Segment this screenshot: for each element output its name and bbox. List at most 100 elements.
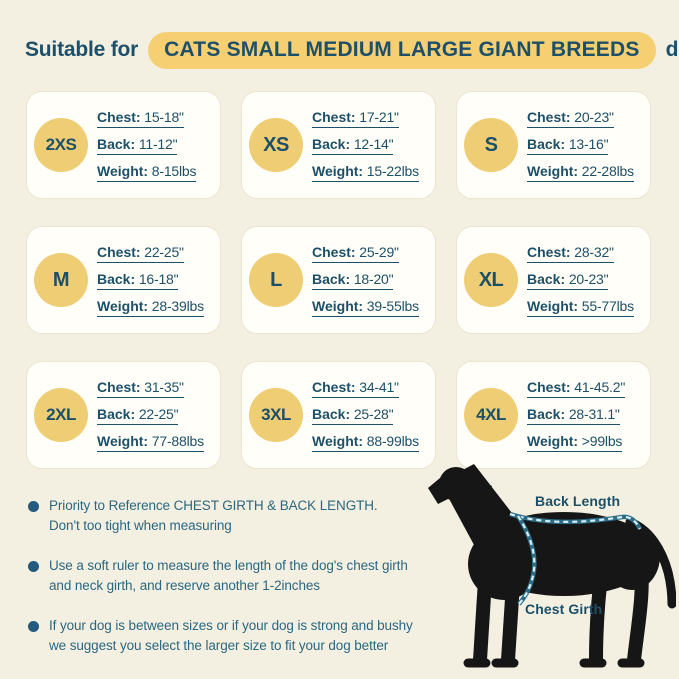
size-specs: Chest: 17-21" Back: 12-14" Weight: 15-22lb…: [312, 105, 419, 186]
note-line: Don't too tight when measuring: [49, 518, 232, 533]
spec-line: Weight: 77-88lbs: [97, 433, 204, 452]
spec-value: 11-12": [135, 135, 178, 152]
spec-value: 77-88lbs: [148, 432, 204, 449]
size-card-2xs: 2XS Chest: 15-18" Back: 11-12" Weight: 8-15…: [26, 91, 221, 199]
spec-line: Chest: 34-41": [312, 379, 399, 398]
notes-list: Priority to Reference CHEST GIRTH & BACK…: [28, 496, 436, 676]
note-line: Use a soft ruler to measure the length o…: [49, 558, 408, 573]
spec-line: Chest: 41-45.2": [527, 379, 625, 398]
size-card-xs: XS Chest: 17-21" Back: 12-14" Weight: 15-22…: [241, 91, 436, 199]
size-badge: S: [464, 118, 518, 172]
spec-line: Chest: 31-35": [97, 379, 184, 398]
spec-label: Back:: [97, 270, 136, 287]
spec-value: 8-15lbs: [148, 162, 197, 179]
spec-label: Weight:: [97, 162, 149, 179]
size-specs: Chest: 41-45.2" Back: 28-31.1" Weight: >99…: [527, 375, 625, 456]
spec-line: Weight: 15-22lbs: [312, 163, 419, 182]
size-grid: 2XS Chest: 15-18" Back: 11-12" Weight: 8-15…: [26, 91, 651, 469]
size-badge: XL: [464, 253, 518, 307]
spec-line: Weight: 55-77lbs: [527, 298, 634, 317]
spec-label: Chest:: [97, 378, 141, 395]
spec-line: Back: 22-25": [97, 405, 179, 425]
spec-label: Chest:: [527, 378, 571, 395]
size-specs: Chest: 22-25" Back: 16-18" Weight: 28-39lb…: [97, 240, 204, 321]
spec-label: Chest:: [97, 243, 141, 260]
spec-value: 28-31.1": [565, 405, 620, 422]
size-badge: 4XL: [464, 388, 518, 442]
spec-label: Weight:: [527, 432, 579, 449]
note-text: Use a soft ruler to measure the length o…: [49, 556, 408, 596]
note-item: Priority to Reference CHEST GIRTH & BACK…: [28, 496, 436, 536]
spec-value: 16-18": [135, 270, 179, 287]
spec-value: 17-21": [355, 108, 399, 125]
spec-line: Weight: 22-28lbs: [527, 163, 634, 182]
size-card-xl: XL Chest: 28-32" Back: 20-23" Weight: 55-77…: [456, 226, 651, 334]
spec-value: 28-32": [570, 243, 614, 260]
spec-value: 20-23": [570, 108, 614, 125]
spec-value: 28-39lbs: [148, 297, 204, 314]
size-card-3xl: 3XL Chest: 34-41" Back: 25-28" Weight: 88-9…: [241, 361, 436, 469]
spec-line: Back: 13-16": [527, 135, 609, 155]
note-line: Priority to Reference CHEST GIRTH & BACK…: [49, 498, 378, 513]
size-specs: Chest: 25-29" Back: 18-20" Weight: 39-55lb…: [312, 240, 419, 321]
spec-label: Back:: [527, 270, 566, 287]
spec-label: Chest:: [527, 243, 571, 260]
spec-value: 34-41": [355, 378, 399, 395]
back-length-line: [509, 511, 643, 531]
spec-value: 41-45.2": [570, 378, 626, 395]
bullet-dot-icon: [28, 621, 39, 632]
spec-line: Back: 20-23": [527, 270, 609, 290]
spec-value: 18-20": [350, 270, 394, 287]
note-line: If your dog is between sizes or if your …: [49, 618, 413, 633]
header-prefix: Suitable for: [25, 38, 139, 61]
spec-value: 15-18": [140, 108, 184, 125]
size-badge: M: [34, 253, 88, 307]
header-highlight-pill: CATS SMALL MEDIUM LARGE GIANT BREEDS: [148, 31, 656, 69]
spec-label: Back:: [97, 405, 136, 422]
spec-line: Back: 28-31.1": [527, 406, 620, 425]
note-text: Priority to Reference CHEST GIRTH & BACK…: [49, 496, 378, 536]
spec-line: Chest: 28-32": [527, 244, 614, 263]
spec-value: 22-25": [140, 243, 184, 260]
spec-line: Back: 25-28": [312, 405, 394, 425]
spec-label: Back:: [312, 405, 351, 422]
bullet-dot-icon: [28, 501, 39, 512]
size-badge: XS: [249, 118, 303, 172]
spec-label: Weight:: [97, 297, 149, 314]
spec-label: Chest:: [312, 108, 356, 125]
spec-value: 12-14": [350, 135, 394, 152]
spec-value: 31-35": [140, 378, 184, 395]
spec-line: Chest: 22-25": [97, 244, 184, 263]
chest-girth-line: [516, 514, 537, 606]
dog-silhouette-icon: [428, 464, 676, 668]
spec-label: Back:: [527, 135, 566, 152]
size-badge: L: [249, 253, 303, 307]
spec-value: 88-99lbs: [363, 432, 419, 449]
spec-value: 22-28lbs: [578, 162, 634, 179]
spec-line: Weight: 8-15lbs: [97, 163, 196, 182]
size-card-2xl: 2XL Chest: 31-35" Back: 22-25" Weight: 77-8…: [26, 361, 221, 469]
size-specs: Chest: 15-18" Back: 11-12" Weight: 8-15lbs: [97, 105, 196, 186]
bullet-dot-icon: [28, 561, 39, 572]
spec-value: 25-29": [355, 243, 399, 260]
spec-label: Weight:: [312, 162, 364, 179]
spec-line: Back: 16-18": [97, 270, 179, 290]
spec-label: Weight:: [312, 297, 364, 314]
size-specs: Chest: 28-32" Back: 20-23" Weight: 55-77lb…: [527, 240, 634, 321]
size-card-s: S Chest: 20-23" Back: 13-16" Weight: 22-28l…: [456, 91, 651, 199]
spec-line: Chest: 25-29": [312, 244, 399, 263]
spec-value: >99lbs: [578, 432, 623, 449]
size-badge: 3XL: [249, 388, 303, 442]
spec-label: Weight:: [527, 297, 579, 314]
spec-line: Back: 11-12": [97, 135, 178, 155]
spec-value: 55-77lbs: [578, 297, 634, 314]
size-card-l: L Chest: 25-29" Back: 18-20" Weight: 39-55l…: [241, 226, 436, 334]
header-suffix: dogs: [665, 38, 679, 61]
spec-line: Chest: 15-18": [97, 109, 184, 128]
note-line: we suggest you select the larger size to…: [49, 638, 389, 653]
spec-value: 22-25": [135, 405, 179, 422]
spec-label: Back:: [312, 270, 351, 287]
spec-line: Chest: 20-23": [527, 109, 614, 128]
note-line: and neck girth, and reserve another 1-2i…: [49, 578, 320, 593]
dog-measure-diagram: Back Length Chest Girth: [424, 464, 676, 676]
